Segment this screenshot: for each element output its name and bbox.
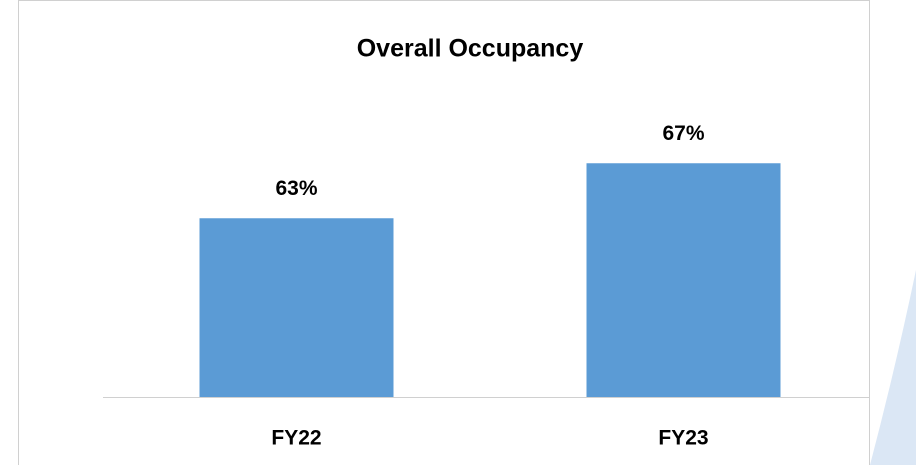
- bar: [586, 163, 781, 397]
- x-tick-label: FY23: [658, 427, 708, 450]
- chart-title: Overall Occupancy: [357, 35, 584, 63]
- data-label: 67%: [662, 122, 704, 145]
- decor-swoosh: [870, 270, 916, 465]
- data-label: 63%: [275, 177, 317, 200]
- x-tick-label: FY22: [271, 427, 321, 450]
- bar: [199, 218, 394, 397]
